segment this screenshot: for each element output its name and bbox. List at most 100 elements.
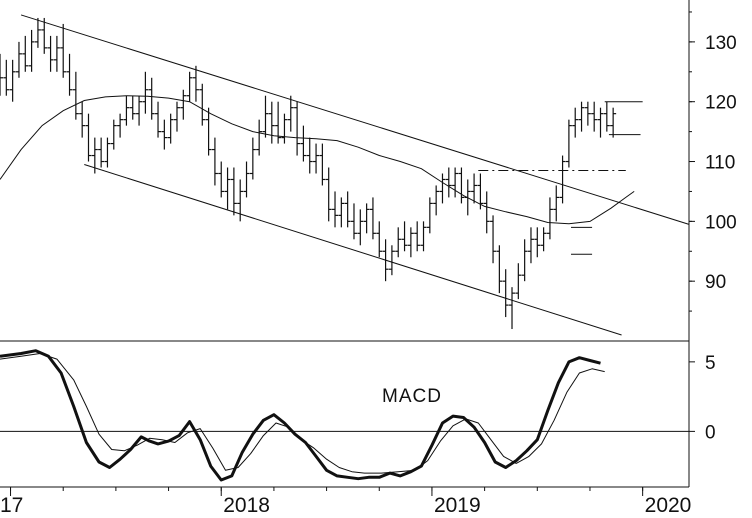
- price-bar: [420, 221, 427, 252]
- price-bar: [534, 227, 541, 258]
- price-bar: [173, 101, 180, 132]
- signal-line: [0, 353, 605, 474]
- price-bar: [22, 35, 29, 72]
- price-bar: [610, 107, 617, 138]
- price-bar: [306, 137, 313, 174]
- price-bar: [192, 65, 199, 102]
- price-bar: [129, 95, 136, 120]
- price-bar: [369, 197, 376, 240]
- price-bar: [407, 227, 414, 258]
- price-bar: [294, 101, 301, 156]
- x-axis-ticks: 17 2018 2019 2020: [0, 487, 691, 517]
- price-bar: [553, 185, 560, 222]
- price-bar: [490, 215, 497, 264]
- price-bar: [319, 143, 326, 186]
- price-annotations: [0, 14, 690, 336]
- macd-y-ticks: 05: [689, 353, 716, 443]
- price-bar: [211, 137, 218, 186]
- price-bar: [578, 101, 585, 132]
- price-bar: [9, 59, 16, 102]
- price-bar: [243, 161, 250, 198]
- price-bar: [527, 227, 534, 264]
- price-bar: [546, 197, 553, 240]
- macd-lines: [0, 349, 689, 482]
- price-bar: [540, 227, 547, 252]
- price-bar: [199, 83, 206, 126]
- price-bar: [433, 185, 440, 216]
- price-bar: [338, 197, 345, 228]
- price-bar: [584, 101, 591, 126]
- price-bar: [0, 53, 3, 96]
- price-bar: [117, 113, 124, 138]
- price-tick-label: 110: [705, 153, 735, 174]
- price-y-ticks: 90 100 110 120 130: [689, 11, 737, 312]
- price-bar: [445, 167, 452, 198]
- x-tick-label: 2019: [434, 494, 481, 517]
- price-panel: 90 100 110 120 130: [0, 11, 737, 336]
- macd-tick-label: 5: [705, 353, 716, 374]
- macd-line: [0, 349, 601, 482]
- price-bar: [363, 203, 370, 234]
- price-bar: [565, 119, 572, 168]
- macd-label: MACD: [382, 386, 442, 407]
- price-bar: [3, 59, 10, 96]
- channel-lower-line: [84, 164, 622, 336]
- price-tick-label: 90: [705, 272, 726, 293]
- price-bar: [262, 95, 269, 138]
- price-bar: [477, 173, 484, 210]
- price-bar: [515, 263, 522, 300]
- price-bar: [388, 245, 395, 276]
- price-bar: [28, 29, 35, 72]
- price-tick-label: 100: [705, 212, 737, 233]
- price-tick-label: 130: [705, 33, 737, 54]
- price-bar: [496, 245, 503, 294]
- price-bar: [180, 89, 187, 120]
- price-tick-label: 120: [705, 93, 737, 114]
- price-bar: [53, 35, 60, 72]
- price-bar: [395, 227, 402, 258]
- price-bar: [357, 209, 364, 246]
- price-bar: [313, 143, 320, 174]
- x-tick-label: 2020: [645, 494, 692, 517]
- price-bar: [483, 191, 490, 234]
- price-bar: [79, 101, 86, 138]
- price-bar: [186, 71, 193, 102]
- price-bar: [414, 221, 421, 252]
- moving-average-line: [0, 95, 635, 225]
- price-bar: [458, 167, 465, 204]
- price-bar: [603, 101, 610, 132]
- price-bar: [98, 137, 105, 168]
- price-bar: [572, 107, 579, 138]
- price-bar: [268, 101, 275, 144]
- price-bar: [559, 155, 566, 204]
- price-bar: [325, 167, 332, 222]
- price-bar: [300, 125, 307, 162]
- price-bar: [47, 35, 54, 72]
- price-bar: [597, 107, 604, 138]
- price-bar: [34, 17, 41, 48]
- price-bar: [205, 107, 212, 156]
- price-bar: [502, 269, 509, 318]
- price-bar: [426, 197, 433, 234]
- price-bar: [344, 191, 351, 228]
- price-bar: [401, 221, 408, 252]
- macd-tick-label: 0: [705, 422, 716, 443]
- price-bar: [521, 239, 528, 282]
- x-tick-label: 17: [0, 494, 23, 517]
- price-bar: [41, 17, 48, 54]
- price-bar: [110, 119, 117, 150]
- price-bar: [15, 41, 22, 78]
- price-bar: [452, 167, 459, 198]
- price-bar: [509, 287, 516, 330]
- price-bar: [350, 203, 357, 240]
- price-bar: [471, 173, 478, 204]
- price-bar: [256, 119, 263, 156]
- price-bar: [72, 71, 79, 120]
- price-bar: [161, 119, 168, 150]
- price-bar: [123, 95, 130, 126]
- price-bar: [155, 101, 162, 138]
- price-bar: [148, 77, 155, 120]
- price-bars: [0, 17, 617, 330]
- price-bar: [249, 137, 256, 180]
